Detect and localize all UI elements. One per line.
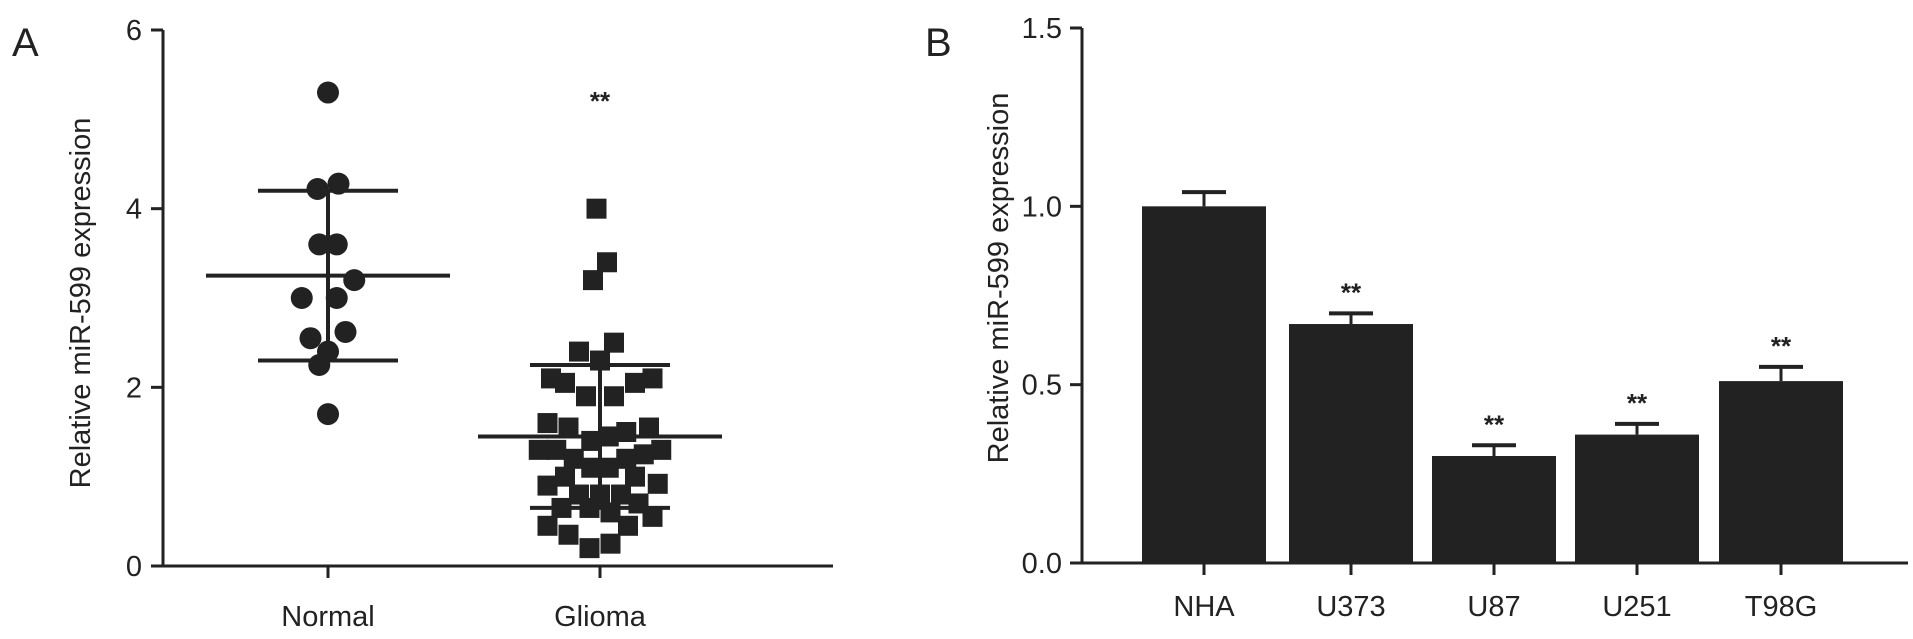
panel-b-y-tick-label: 0.0 — [1022, 548, 1062, 580]
panel-a-point-glioma — [569, 341, 589, 362]
panel-b-bar — [1142, 206, 1266, 564]
panel-a-point-normal — [327, 172, 350, 195]
panel-a-point-normal — [290, 287, 313, 309]
panel-a-point-glioma — [579, 538, 600, 559]
panel-a-point-glioma — [616, 422, 637, 442]
panel-a-points — [290, 81, 672, 559]
panel-a-point-normal — [325, 233, 348, 256]
panel-b-bars — [1142, 190, 1843, 564]
panel-a-point-glioma — [651, 439, 672, 460]
panel-a-point-normal — [325, 287, 348, 309]
panel-a-point-glioma — [625, 372, 645, 393]
panel-a-point-glioma — [555, 466, 575, 487]
panel-b-significance: ** ** ** ** — [1341, 277, 1792, 439]
panel-a-point-glioma — [581, 457, 602, 478]
panel-a-point-glioma — [647, 473, 668, 494]
panel-a-point-glioma — [581, 430, 602, 451]
panel-a-point-normal — [317, 81, 339, 104]
panel-a-point-glioma — [598, 426, 619, 447]
panel-a-point-glioma — [633, 444, 654, 465]
panel-a-significance: ** — [590, 86, 611, 116]
panel-b-bar — [1432, 456, 1556, 563]
panel-a-y-axis-label: Relative miR-599 expression — [65, 118, 97, 489]
panel-a-point-glioma — [528, 439, 549, 460]
panel-a-significance-marker: ** — [590, 86, 611, 116]
panel-a-point-glioma — [551, 497, 572, 518]
panel-b-y-tick-label: 0.5 — [1022, 370, 1062, 402]
panel-a-letter: A — [12, 21, 39, 65]
panel-b-y-axis-label: Relative miR-599 expression — [983, 93, 1015, 464]
panel-a-y-ticks: 0 2 4 6 — [126, 15, 163, 583]
panel-a-point-normal — [343, 269, 366, 292]
panel-a-point-glioma — [597, 252, 617, 273]
panel-a-x-ticks: Normal Glioma — [281, 566, 647, 633]
panel-a-point-normal — [299, 327, 322, 350]
panel-b-bar — [1575, 434, 1699, 563]
panel-a-y-tick-label: 4 — [126, 194, 142, 226]
panel-a-point-glioma — [583, 270, 603, 291]
panel-a-point-glioma — [604, 332, 624, 353]
panel-a-point-glioma — [642, 506, 663, 527]
panel-a-point-normal — [306, 178, 329, 201]
panel-a-point-normal — [308, 233, 331, 256]
panel-a-point-glioma — [604, 386, 624, 407]
panel-b-x-tick-label: U251 — [1602, 591, 1671, 623]
panel-a-point-glioma — [586, 198, 607, 219]
panel-b-significance-marker: ** — [1771, 331, 1792, 361]
panel-a-point-glioma — [598, 457, 619, 478]
panel-a-point-glioma — [625, 466, 645, 487]
panel-b-x-ticks: NHA U373 U87 U251 T98G — [1173, 563, 1817, 623]
panel-a: A Relative miR-599 expression 0 2 4 6 Norma… — [12, 15, 833, 633]
panel-a-point-glioma — [537, 475, 558, 496]
panel-a-point-glioma — [576, 386, 596, 407]
panel-a-point-glioma — [537, 413, 558, 434]
panel-a-point-glioma — [563, 448, 584, 469]
panel-b-bar — [1289, 324, 1413, 563]
panel-b-y-tick-label: 1.0 — [1022, 191, 1062, 223]
panel-b-x-tick-label: NHA — [1173, 591, 1235, 623]
panel-b-significance-marker: ** — [1484, 409, 1505, 439]
panel-b-significance-marker: ** — [1341, 277, 1362, 307]
panel-a-point-glioma — [616, 448, 637, 469]
panel-a-point-glioma — [558, 524, 579, 545]
panel-b-letter: B — [925, 21, 952, 65]
panel-a-point-glioma — [639, 417, 659, 438]
panel-a-point-glioma — [555, 372, 575, 393]
panel-a-point-glioma — [618, 515, 638, 536]
panel-b-y-tick-label: 1.5 — [1022, 13, 1062, 45]
panel-a-x-tick-label: Normal — [281, 601, 374, 633]
panel-b-x-tick-label: U373 — [1316, 591, 1385, 623]
panel-a-point-glioma — [579, 497, 600, 518]
panel-a-y-tick-label: 6 — [126, 15, 142, 47]
panel-a-point-glioma — [537, 515, 558, 536]
panel-a-y-tick-label: 0 — [126, 551, 142, 583]
panel-a-x-tick-label: Glioma — [554, 601, 647, 633]
panel-b-bar — [1719, 381, 1843, 563]
panel-a-y-tick-label: 2 — [126, 372, 142, 404]
panel-a-point-glioma — [611, 484, 631, 505]
panel-b-x-tick-label: U87 — [1467, 591, 1520, 623]
panel-a-point-normal — [317, 403, 339, 426]
panel-a-point-glioma — [642, 368, 663, 389]
panel-b-x-tick-label: T98G — [1745, 591, 1818, 623]
panel-a-point-normal — [317, 340, 339, 363]
panel-a-point-normal — [334, 320, 357, 343]
panel-a-point-glioma — [600, 502, 621, 523]
panel-a-point-glioma — [546, 439, 567, 460]
panel-a-point-glioma — [590, 350, 610, 371]
panel-b: B Relative miR-599 expression 0.0 0.5 1.0 1… — [925, 13, 1908, 623]
panel-b-y-ticks: 0.0 0.5 1.0 1.5 — [1022, 13, 1082, 580]
panel-b-significance-marker: ** — [1627, 388, 1648, 418]
panel-a-point-glioma — [600, 533, 621, 554]
panel-a-point-glioma — [558, 417, 579, 438]
